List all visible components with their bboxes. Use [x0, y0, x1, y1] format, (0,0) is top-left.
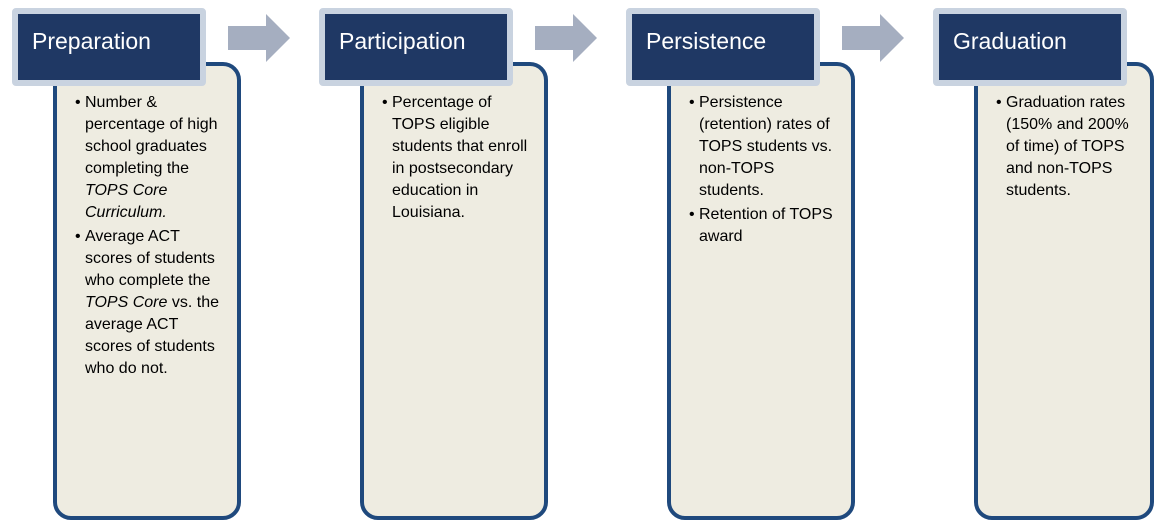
arrow-shape — [228, 14, 290, 62]
bullet-text: vs. the average ACT scores of students w… — [85, 294, 219, 377]
bullet-text: Average ACT scores of students who compl… — [85, 228, 215, 289]
bullet: Number & percentage of high school gradu… — [75, 92, 227, 224]
stage-card: Persistence (retention) rates of TOPS st… — [667, 62, 855, 520]
bullet-text: TOPS Core — [85, 294, 168, 311]
bullet: Retention of TOPS award — [689, 204, 841, 248]
stage-card: Graduation rates (150% and 200% of time)… — [974, 62, 1154, 520]
bullet-text: Retention of TOPS award — [699, 206, 833, 245]
stage-card: Number & percentage of high school gradu… — [53, 62, 241, 520]
arrow — [842, 14, 904, 62]
stage-title: Participation — [319, 8, 513, 86]
bullet-list: Graduation rates (150% and 200% of time)… — [996, 92, 1140, 202]
bullet-text: Persistence (retention) rates of TOPS st… — [699, 94, 833, 199]
bullet-list: Percentage of TOPS eligible students tha… — [382, 92, 534, 224]
bullet: Graduation rates (150% and 200% of time)… — [996, 92, 1140, 202]
bullet-text: TOPS Core Curriculum. — [85, 182, 168, 221]
bullet-list: Persistence (retention) rates of TOPS st… — [689, 92, 841, 248]
arrow — [228, 14, 290, 62]
arrow-shape — [842, 14, 904, 62]
bullet: Persistence (retention) rates of TOPS st… — [689, 92, 841, 202]
bullet: Average ACT scores of students who compl… — [75, 226, 227, 380]
stage-title: Preparation — [12, 8, 206, 86]
bullet: Percentage of TOPS eligible students tha… — [382, 92, 534, 224]
stage-card: Percentage of TOPS eligible students tha… — [360, 62, 548, 520]
bullet-list: Number & percentage of high school gradu… — [75, 92, 227, 380]
stage-title: Graduation — [933, 8, 1127, 86]
arrow-shape — [535, 14, 597, 62]
stage-title: Persistence — [626, 8, 820, 86]
bullet-text: Percentage of TOPS eligible students tha… — [392, 94, 528, 221]
arrow — [535, 14, 597, 62]
bullet-text: Number & percentage of high school gradu… — [85, 94, 218, 177]
bullet-text: Graduation rates (150% and 200% of time)… — [1006, 94, 1129, 199]
